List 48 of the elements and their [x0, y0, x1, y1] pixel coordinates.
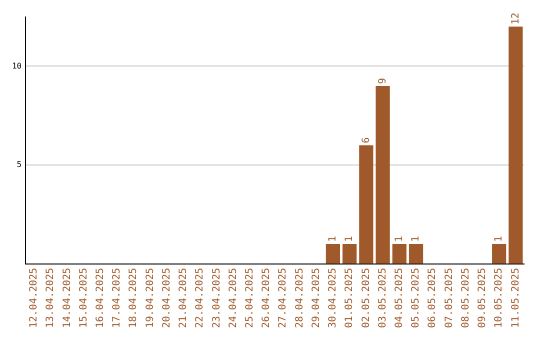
data-label: 1 [344, 236, 356, 242]
x-tick-label: 19.04.2025 [144, 268, 156, 328]
data-label: 6 [360, 137, 372, 144]
bar [492, 244, 506, 264]
bar [392, 244, 406, 264]
x-tick-label: 02.05.2025 [360, 268, 372, 328]
x-tick-label: 25.04.2025 [244, 268, 256, 328]
bar [326, 244, 340, 264]
x-tick-label: 07.05.2025 [444, 268, 455, 328]
x-tick-label: 03.05.2025 [377, 268, 388, 328]
x-tick-label: 12.04.2025 [28, 268, 40, 328]
y-tick-label: 10 [12, 61, 22, 70]
bar [342, 244, 357, 264]
data-label: 1 [394, 236, 405, 242]
bar [408, 244, 424, 264]
x-tick-label: 27.04.2025 [278, 268, 289, 328]
x-tick-label: 01.05.2025 [344, 268, 356, 328]
x-tick-label: 10.05.2025 [494, 268, 505, 328]
y-tick-label: 5 [16, 160, 22, 170]
x-tick-label: 16.04.2025 [94, 268, 106, 328]
x-tick-label: 30.04.2025 [328, 268, 339, 328]
x-tick-label: 29.04.2025 [310, 268, 322, 328]
bar [508, 26, 523, 264]
x-tick-label: 06.05.2025 [427, 268, 438, 328]
x-tick-label: 08.05.2025 [460, 268, 472, 328]
data-label: 9 [377, 78, 388, 84]
x-tick-label: 13.04.2025 [45, 268, 56, 328]
x-tick-label: 18.04.2025 [128, 268, 140, 328]
x-tick-label: 22.04.2025 [194, 268, 206, 328]
data-label: 1 [494, 236, 505, 242]
x-tick-label: 14.04.2025 [62, 268, 73, 328]
x-tick-label: 28.04.2025 [294, 268, 306, 328]
bar [359, 145, 374, 264]
data-label: 1 [328, 236, 339, 242]
bar [376, 86, 390, 264]
x-tick-label: 17.04.2025 [112, 268, 123, 328]
data-label: 1 [410, 236, 422, 242]
x-tick-label: 11.05.2025 [510, 268, 522, 328]
x-tick-label: 09.05.2025 [477, 268, 488, 328]
x-tick-label: 26.04.2025 [261, 268, 272, 328]
x-tick-label: 15.04.2025 [78, 268, 90, 328]
x-tick-label: 04.05.2025 [394, 268, 405, 328]
x-tick-label: 24.04.2025 [228, 268, 239, 328]
x-tick-label: 23.04.2025 [211, 268, 222, 328]
x-tick-label: 21.04.2025 [178, 268, 190, 328]
x-tick-label: 20.04.2025 [161, 268, 172, 328]
data-label: 12 [510, 12, 522, 25]
x-tick-label: 05.05.2025 [410, 268, 422, 328]
